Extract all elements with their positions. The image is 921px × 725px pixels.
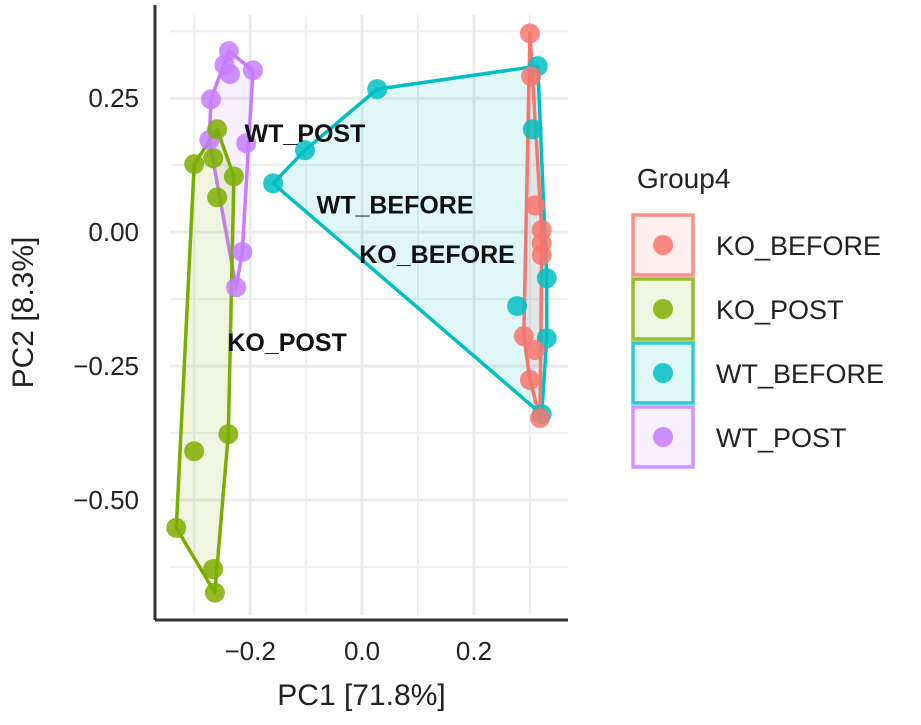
point-ko-before xyxy=(524,195,545,216)
point-ko-before xyxy=(531,245,552,266)
point-ko-post xyxy=(218,424,239,445)
y-tick-label: −0.50 xyxy=(73,485,139,515)
point-ko-post xyxy=(184,441,205,462)
point-ko-post xyxy=(203,559,224,580)
point-wt-post xyxy=(232,241,253,262)
point-ko-post xyxy=(223,166,244,187)
x-tick-labels: −0.2 0.0 0.2 xyxy=(224,636,492,666)
group-label-wt-before: WT_BEFORE xyxy=(317,191,474,219)
legend-label: KO_BEFORE xyxy=(716,231,881,261)
y-axis-title: PC2 [8.3%] xyxy=(7,237,40,389)
y-tick-label: −0.25 xyxy=(73,351,139,381)
point-ko-post xyxy=(207,119,228,140)
point-ko-before xyxy=(530,408,551,429)
group-label-wt-post: WT_POST xyxy=(245,120,366,148)
legend-title: Group4 xyxy=(637,163,730,194)
point-ko-before xyxy=(521,66,542,87)
legend-item-wt-post: WT_POST xyxy=(631,405,847,469)
legend-key-point xyxy=(653,363,673,383)
point-wt-post xyxy=(242,60,263,81)
point-ko-post xyxy=(203,148,224,169)
x-tick-label: −0.2 xyxy=(224,636,275,666)
legend-label: KO_POST xyxy=(716,295,844,325)
point-wt-post xyxy=(226,277,247,298)
legend-key-point xyxy=(653,299,673,319)
point-wt-post xyxy=(219,64,240,85)
point-ko-before xyxy=(513,326,534,347)
point-wt-post xyxy=(236,133,257,154)
legend-key-point xyxy=(653,427,673,447)
point-ko-before xyxy=(519,23,540,44)
point-wt-before xyxy=(507,296,528,317)
point-ko-post xyxy=(204,582,225,603)
y-tick-label: 0.25 xyxy=(88,83,139,113)
group-label-ko-post: KO_POST xyxy=(227,329,346,357)
legend-label: WT_POST xyxy=(716,423,847,453)
y-tick-label: 0.00 xyxy=(88,217,139,247)
points-layer xyxy=(166,23,557,603)
point-wt-before xyxy=(263,173,284,194)
point-wt-before xyxy=(367,79,388,100)
legend-item-wt-before: WT_BEFORE xyxy=(631,341,884,405)
legend: Group4 KO_BEFORE KO_POST WT_BEFORE WT_POST xyxy=(631,163,884,469)
point-wt-before xyxy=(536,268,557,289)
legend-item-ko-before: KO_BEFORE xyxy=(631,213,881,277)
legend-key-point xyxy=(653,235,673,255)
x-tick-label: 0.0 xyxy=(344,636,380,666)
axes xyxy=(153,5,568,622)
legend-label: WT_BEFORE xyxy=(716,359,884,389)
legend-item-ko-post: KO_POST xyxy=(631,277,844,341)
point-ko-post xyxy=(166,517,187,538)
point-wt-before xyxy=(522,119,543,140)
group-label-ko-before: KO_BEFORE xyxy=(359,241,515,269)
point-ko-post xyxy=(207,187,228,208)
point-ko-before xyxy=(524,340,545,360)
point-wt-before xyxy=(294,140,315,161)
x-tick-label: 0.2 xyxy=(456,636,492,666)
y-tick-labels: 0.25 0.00 −0.25 −0.50 xyxy=(73,83,139,515)
point-wt-post xyxy=(200,89,221,110)
hull-wt-before xyxy=(271,64,549,417)
group-labels: KO_BEFORE KO_POST WT_BEFORE WT_POST xyxy=(227,120,515,357)
point-ko-before xyxy=(519,370,540,390)
x-axis-title: PC1 [71.8%] xyxy=(277,679,445,712)
point-ko-post xyxy=(184,154,205,175)
